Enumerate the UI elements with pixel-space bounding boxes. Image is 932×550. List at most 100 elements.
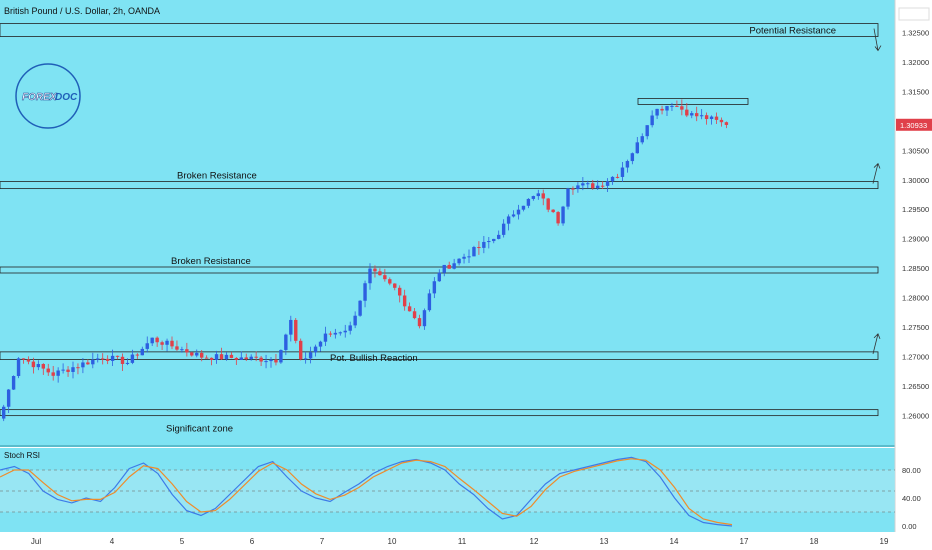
candle-body (536, 193, 540, 197)
candle-body (61, 369, 65, 371)
price-tick-label: 1.31500 (902, 87, 929, 96)
candle-body (665, 106, 669, 111)
price-tick-label: 1.28000 (902, 294, 929, 303)
candle-body (640, 136, 644, 143)
candle-body (254, 356, 258, 358)
candle-body (383, 275, 387, 280)
time-tick-label: 4 (110, 537, 115, 546)
candle-body (190, 352, 194, 356)
candle-body (264, 361, 268, 363)
candle-body (150, 337, 154, 344)
price-axis: 1.325001.320001.315001.310001.305001.300… (896, 7, 932, 421)
candle-body (526, 198, 531, 206)
candle-body (229, 354, 234, 358)
candle-body (343, 330, 347, 333)
candle-body (660, 108, 664, 111)
zone-label-4: Significant zone (166, 424, 233, 435)
zone-arrow-up-1 (872, 162, 881, 184)
price-tick-label: 1.32000 (902, 58, 929, 67)
candle-body (724, 122, 729, 125)
candle-body (294, 319, 298, 341)
zone-label-0: Potential Resistance (749, 26, 836, 37)
candle-body (645, 125, 649, 137)
candle-body (200, 352, 204, 358)
time-tick-label: 6 (250, 537, 255, 546)
candle-body (516, 209, 521, 215)
zone-label-3: Pot. Bullish Reaction (330, 353, 418, 364)
stoch-layer: Stoch RSI 80.00 40.00 0.00 (0, 451, 921, 531)
candle-body (338, 332, 342, 334)
candle-body (91, 359, 95, 365)
candle-body (605, 181, 610, 186)
candle-body (704, 115, 709, 120)
candle-body (46, 368, 50, 373)
time-tick-label: 18 (810, 537, 819, 546)
candle-body (234, 357, 239, 360)
candle-body (442, 264, 446, 273)
zone-4 (0, 409, 879, 417)
candle-body (358, 300, 362, 316)
zone-arrow-down-0 (873, 28, 882, 52)
candle-body (467, 256, 471, 258)
price-tick-label: 1.26500 (902, 382, 929, 391)
candle-body (635, 142, 639, 154)
stoch-k-line (0, 456, 733, 527)
candle-body (625, 161, 630, 168)
time-tick-label: 7 (320, 537, 325, 546)
candle-body (432, 281, 437, 294)
zone-3 (0, 351, 879, 360)
candle-body (2, 406, 6, 419)
candle-body (457, 258, 461, 264)
candle-body (546, 198, 550, 210)
logo-circle (15, 63, 81, 129)
candle-body (501, 223, 506, 235)
candle-body (125, 362, 130, 364)
candle-body (284, 334, 288, 350)
candle-body (224, 354, 229, 360)
candle-body (531, 196, 536, 199)
candle-body (487, 241, 491, 243)
time-tick-label: 11 (458, 537, 467, 546)
candle-body (541, 193, 545, 199)
candle-body (353, 315, 357, 326)
time-tick-label: 12 (530, 537, 539, 546)
candle-body (160, 342, 164, 345)
time-tick-label: Jul (31, 537, 41, 546)
candle-body (398, 287, 402, 296)
time-tick-label: 17 (740, 537, 749, 546)
candle-body (6, 389, 11, 407)
candle-body (259, 357, 263, 362)
candle-body (447, 264, 451, 269)
candle-body (76, 367, 80, 369)
candle-body (690, 113, 694, 116)
candle-body (675, 105, 679, 107)
logo-text-a: FOREX (22, 92, 58, 103)
zone-5 (637, 98, 749, 105)
candle-body (21, 358, 26, 360)
candle-body (719, 119, 724, 123)
candle-body (71, 367, 75, 372)
candle-body (41, 364, 45, 369)
candle-body (130, 354, 135, 363)
price-tick-label: 1.30000 (902, 176, 929, 185)
candle-body (328, 333, 333, 335)
last-price-label: 1.30933 (900, 121, 927, 130)
candle-body (561, 206, 565, 224)
candle-body (269, 359, 273, 362)
candle-body (140, 348, 144, 356)
time-tick-label: 13 (600, 537, 609, 546)
price-axis-topbox (898, 7, 930, 21)
price-axis-background (895, 0, 932, 550)
candles-layer (2, 99, 729, 422)
candle-body (120, 356, 125, 364)
candle-body (244, 357, 248, 360)
zone-0 (0, 23, 879, 37)
candle-body (388, 279, 392, 284)
candle-body (308, 352, 313, 359)
candle-body (497, 234, 501, 239)
candle-body (185, 349, 189, 353)
candle-body (101, 358, 105, 360)
candle-body (437, 272, 441, 282)
candle-body (586, 183, 590, 185)
